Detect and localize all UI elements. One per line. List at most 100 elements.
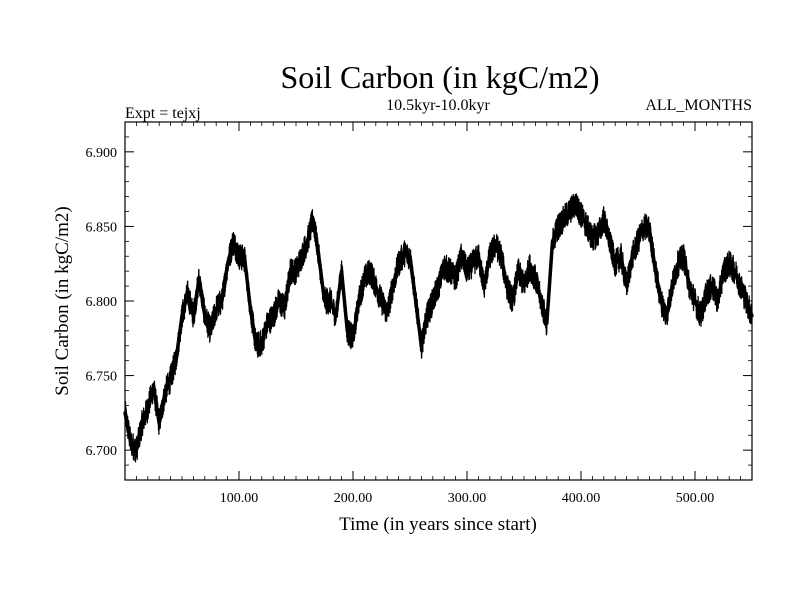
data-point xyxy=(596,232,600,236)
data-point xyxy=(248,306,252,311)
data-point xyxy=(334,314,338,318)
data-point xyxy=(385,311,389,315)
data-point xyxy=(180,314,184,318)
data-point xyxy=(710,284,714,288)
data-point xyxy=(402,251,406,255)
data-point xyxy=(528,265,532,269)
data-point xyxy=(134,448,138,452)
data-point xyxy=(151,385,156,390)
data-point xyxy=(265,321,270,325)
data-point xyxy=(545,321,549,325)
data-point xyxy=(613,262,617,266)
data-point xyxy=(522,284,526,288)
data-point xyxy=(647,227,652,231)
data-point xyxy=(300,254,304,258)
data-point xyxy=(186,291,190,296)
data-point xyxy=(408,254,412,258)
data-point xyxy=(619,254,623,258)
data-point xyxy=(454,277,458,281)
data-point xyxy=(157,421,161,425)
data-point xyxy=(448,269,452,273)
data-point xyxy=(550,239,555,243)
data-point xyxy=(664,314,669,318)
data-point xyxy=(607,239,612,243)
data-point xyxy=(465,269,469,273)
data-point xyxy=(140,421,144,425)
data-point xyxy=(431,299,435,303)
y-tick-label: 6.800 xyxy=(86,295,118,310)
series-line-noise xyxy=(124,193,753,463)
y-axis: 6.700 6.750 6.800 6.850 6.900 xyxy=(86,136,752,466)
data-point xyxy=(288,269,292,273)
data-point xyxy=(693,299,697,303)
data-point xyxy=(231,239,235,243)
data-point xyxy=(208,329,213,333)
chart-title: Soil Carbon (in kgC/m2) xyxy=(280,59,599,95)
data-point xyxy=(397,262,401,266)
data-point xyxy=(169,376,173,381)
y-tick-label: 6.700 xyxy=(86,444,118,459)
data-point xyxy=(317,254,321,258)
y-tick-label: 6.900 xyxy=(86,146,118,161)
data-point xyxy=(556,224,560,229)
x-axis: 100.00 200.00 300.00 400.00 500.00 xyxy=(135,122,741,506)
data-point xyxy=(659,299,663,303)
data-point xyxy=(562,217,566,221)
data-point xyxy=(459,254,463,258)
data-point xyxy=(727,262,731,266)
data-point xyxy=(676,262,680,266)
data-point xyxy=(568,209,572,214)
data-point xyxy=(704,291,709,296)
data-point xyxy=(254,344,258,348)
data-point xyxy=(636,239,640,243)
data-point xyxy=(630,254,634,258)
x-axis-label: Time (in years since start) xyxy=(339,514,537,535)
data-point xyxy=(476,254,480,258)
x-tick-label: 400.00 xyxy=(562,491,601,506)
data-point xyxy=(533,277,538,281)
data-point xyxy=(471,262,475,266)
data-point xyxy=(345,329,349,333)
data-point xyxy=(351,336,355,340)
x-tick-label: 500.00 xyxy=(676,491,715,506)
data-point xyxy=(203,314,207,318)
y-axis-label: Soil Carbon (in kgC/m2) xyxy=(52,206,73,395)
data-point xyxy=(488,254,492,258)
data-point xyxy=(311,217,315,221)
data-point xyxy=(362,277,366,281)
x-tick-label: 300.00 xyxy=(448,491,487,506)
data-point xyxy=(357,299,361,303)
data-point xyxy=(425,314,429,318)
experiment-label: Expt = tejxj xyxy=(125,105,201,122)
months-label: ALL_MONTHS xyxy=(645,97,752,114)
data-point xyxy=(716,299,720,303)
data-point xyxy=(436,284,441,288)
y-tick-label: 6.750 xyxy=(86,370,118,385)
data-point xyxy=(129,441,133,445)
data-point xyxy=(191,314,195,318)
data-point xyxy=(419,344,423,348)
data-point xyxy=(174,356,178,360)
data-point xyxy=(625,284,629,288)
data-point xyxy=(744,299,748,303)
data-point xyxy=(573,202,577,206)
y-tick-label: 6.850 xyxy=(86,220,118,235)
data-point xyxy=(510,299,515,303)
data-point xyxy=(214,306,218,311)
data-point xyxy=(197,277,201,281)
data-point xyxy=(505,284,509,288)
data-point xyxy=(305,239,309,243)
data-point xyxy=(163,391,167,396)
data-point xyxy=(374,284,378,288)
data-point xyxy=(687,284,691,288)
data-point xyxy=(585,224,589,229)
data-point xyxy=(642,224,646,229)
data-point xyxy=(733,269,737,273)
data-point xyxy=(699,314,703,318)
x-tick-label: 100.00 xyxy=(220,491,259,506)
data-point xyxy=(750,314,754,318)
data-point xyxy=(220,299,224,303)
data-point xyxy=(283,306,287,311)
data-point xyxy=(123,411,127,415)
